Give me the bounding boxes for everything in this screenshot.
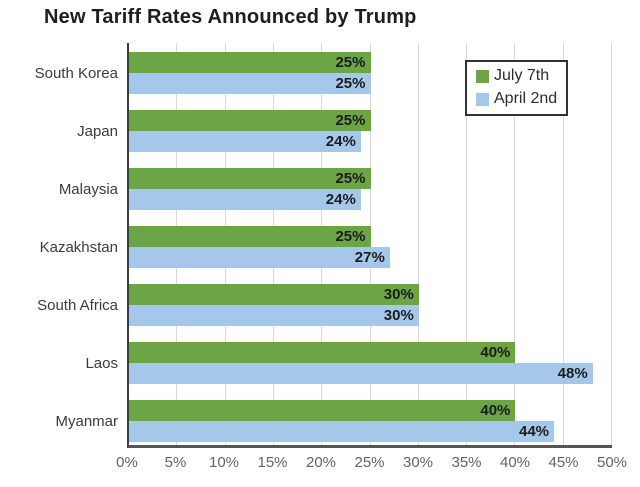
bar-value-label: 24% xyxy=(325,133,356,150)
x-tick-label: 20% xyxy=(305,454,337,471)
bar-april-2nd: 24% xyxy=(129,189,361,210)
category-label-myanmar: Myanmar xyxy=(55,412,118,430)
legend-box: July 7th April 2nd xyxy=(465,60,569,116)
x-tick-label: 0% xyxy=(116,454,138,471)
gridline xyxy=(417,43,419,445)
chart-title: New Tariff Rates Announced by Trump xyxy=(44,6,417,28)
bar-value-label: 25% xyxy=(335,54,366,71)
x-tick-label: 45% xyxy=(548,454,579,471)
bar-april-2nd: 27% xyxy=(129,247,390,268)
x-tick-label: 5% xyxy=(164,454,187,471)
bar-april-2nd: 48% xyxy=(129,363,593,384)
bar-value-label: 40% xyxy=(480,402,511,419)
bar-group-south-korea: 25% 25% xyxy=(129,52,612,94)
bar-group-south-africa: 30% 30% xyxy=(129,284,612,326)
bar-april-2nd: 25% xyxy=(129,73,371,94)
bar-july-7th: 30% xyxy=(129,284,419,305)
bar-value-label: 44% xyxy=(519,423,550,440)
x-tick-label: 25% xyxy=(354,454,385,471)
legend-swatch-green xyxy=(476,69,489,83)
category-label-japan: Japan xyxy=(77,122,118,140)
bar-july-7th: 25% xyxy=(129,226,371,247)
bar-group-japan: 25% 24% xyxy=(129,110,612,152)
x-tick-label: 35% xyxy=(451,454,482,471)
bar-group-laos: 40% 48% xyxy=(129,342,612,384)
x-tick-label: 50% xyxy=(596,454,628,471)
x-tick-label: 15% xyxy=(257,454,288,471)
bar-value-label: 25% xyxy=(335,228,366,245)
bar-april-2nd: 44% xyxy=(129,421,555,442)
category-label-south-korea: South Korea xyxy=(34,64,118,82)
category-label-laos: Laos xyxy=(85,354,118,372)
x-tick-label: 40% xyxy=(499,454,531,471)
bar-july-7th: 25% xyxy=(129,52,371,73)
x-axis-ticks: 0% 5% 10% 15% 20% 25% 30% 35% 40% 45% 50% xyxy=(116,454,627,476)
plot-area: 25% 25% 25% 24% 25% 24% 25% 27% 30% 30% 40% 48% 40% 4… xyxy=(127,43,612,448)
gridline xyxy=(466,43,468,445)
bar-april-2nd: 24% xyxy=(129,131,361,152)
gridline xyxy=(562,43,564,445)
gridline xyxy=(611,43,612,445)
x-tick-label: 10% xyxy=(208,454,240,471)
bar-value-label: 48% xyxy=(557,365,588,382)
gridline xyxy=(514,43,516,445)
x-tick-label: 30% xyxy=(402,454,434,471)
bar-july-7th: 25% xyxy=(129,110,371,131)
bar-july-7th: 40% xyxy=(129,400,516,421)
category-label-malaysia: Malaysia xyxy=(58,180,118,198)
bar-value-label: 25% xyxy=(335,75,366,92)
bar-group-malaysia: 25% 24% xyxy=(129,168,612,210)
bar-value-label: 27% xyxy=(354,249,385,266)
bar-group-kazakhstan: 25% 27% xyxy=(129,226,612,268)
bar-value-label: 25% xyxy=(335,112,366,129)
bar-april-2nd: 30% xyxy=(129,305,419,326)
legend-item-april-2nd: April 2nd xyxy=(476,90,557,108)
bar-july-7th: 25% xyxy=(129,168,371,189)
legend-item-july-7th: July 7th xyxy=(476,67,557,85)
legend-label: April 2nd xyxy=(494,90,558,107)
bar-july-7th: 40% xyxy=(129,342,516,363)
bar-value-label: 40% xyxy=(480,344,511,361)
category-label-kazakhstan: Kazakhstan xyxy=(39,238,118,256)
category-label-south-africa: South Africa xyxy=(37,296,118,314)
legend-label: July 7th xyxy=(494,67,550,84)
bar-value-label: 25% xyxy=(335,170,366,187)
legend-swatch-blue xyxy=(476,92,489,106)
bar-value-label: 24% xyxy=(325,191,356,208)
bar-value-label: 30% xyxy=(383,286,414,303)
bar-value-label: 30% xyxy=(383,307,414,324)
bar-group-myanmar: 40% 44% xyxy=(129,400,612,442)
